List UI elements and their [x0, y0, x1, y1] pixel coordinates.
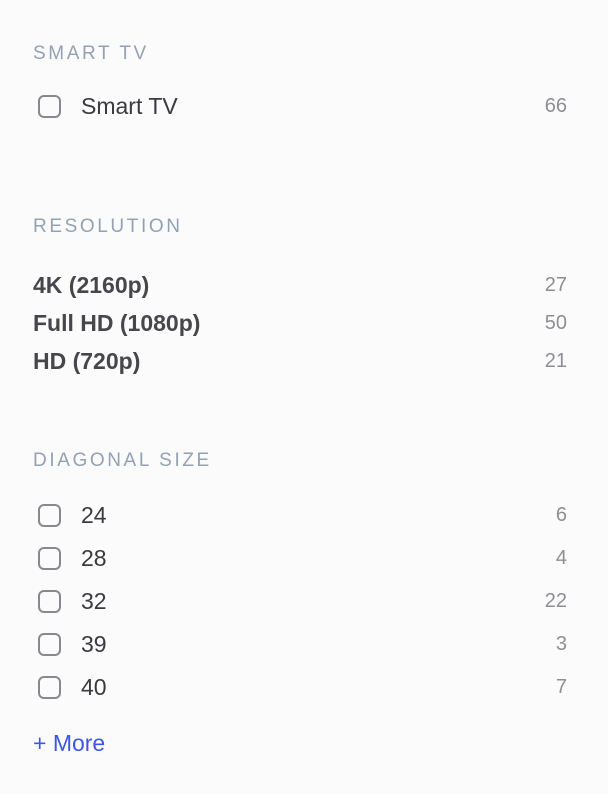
resolution-options: 4K (2160p) 27 Full HD (1080p) 50 HD (720… [33, 266, 567, 380]
filter-option-count: 7 [555, 675, 567, 698]
filter-option-28[interactable]: 28 4 [33, 544, 567, 571]
show-more-link[interactable]: + More [33, 730, 106, 756]
filter-option-count: 27 [544, 273, 567, 296]
filter-option-label[interactable]: Smart TV [81, 93, 178, 119]
size-24-checkbox[interactable] [38, 503, 61, 527]
smart-tv-checkbox[interactable] [38, 95, 61, 118]
filter-option-smart-tv[interactable]: Smart TV 66 [33, 93, 567, 120]
filters-sidebar: SMART TV Smart TV 66 RESOLUTION 4K (2160… [33, 43, 567, 757]
filter-option-label[interactable]: HD (720p) [33, 347, 141, 374]
diagonal-size-options: 24 6 28 4 32 22 39 3 40 7 [33, 501, 567, 700]
filter-option-label[interactable]: 39 [81, 630, 107, 657]
filter-option-count: 50 [544, 311, 567, 334]
filter-section-smart-tv: SMART TV Smart TV 66 [33, 43, 567, 120]
filter-option-count: 3 [555, 632, 567, 655]
size-32-checkbox[interactable] [38, 589, 61, 613]
size-39-checkbox[interactable] [38, 632, 61, 656]
filter-option-hd[interactable]: HD (720p) 21 [33, 342, 567, 380]
section-title-resolution: RESOLUTION [33, 216, 183, 237]
filter-option-count: 6 [555, 503, 567, 526]
section-title-smart-tv: SMART TV [33, 43, 149, 64]
filter-option-count: 21 [544, 349, 567, 372]
filter-option-label[interactable]: 28 [81, 544, 107, 571]
section-title-diagonal-size: DIAGONAL SIZE [33, 450, 212, 471]
filter-option-32[interactable]: 32 22 [33, 587, 567, 614]
filter-option-full-hd[interactable]: Full HD (1080p) 50 [33, 304, 567, 342]
size-28-checkbox[interactable] [38, 546, 61, 570]
size-40-checkbox[interactable] [38, 675, 61, 699]
filter-option-24[interactable]: 24 6 [33, 501, 567, 528]
filter-option-40[interactable]: 40 7 [33, 673, 567, 700]
filter-option-count: 22 [544, 589, 567, 612]
filter-option-label[interactable]: 32 [81, 587, 107, 614]
filter-option-count: 66 [544, 95, 567, 117]
filter-option-label[interactable]: 40 [81, 673, 107, 700]
filter-section-resolution: RESOLUTION 4K (2160p) 27 Full HD (1080p)… [33, 216, 567, 380]
filter-option-count: 4 [555, 546, 567, 569]
filter-section-diagonal-size: DIAGONAL SIZE 24 6 28 4 32 22 39 3 [33, 450, 567, 757]
filter-option-4k[interactable]: 4K (2160p) 27 [33, 266, 567, 304]
filter-option-label[interactable]: 4K (2160p) [33, 271, 150, 298]
filter-option-label[interactable]: Full HD (1080p) [33, 309, 201, 336]
filter-option-39[interactable]: 39 3 [33, 630, 567, 657]
filter-option-label[interactable]: 24 [81, 501, 107, 528]
